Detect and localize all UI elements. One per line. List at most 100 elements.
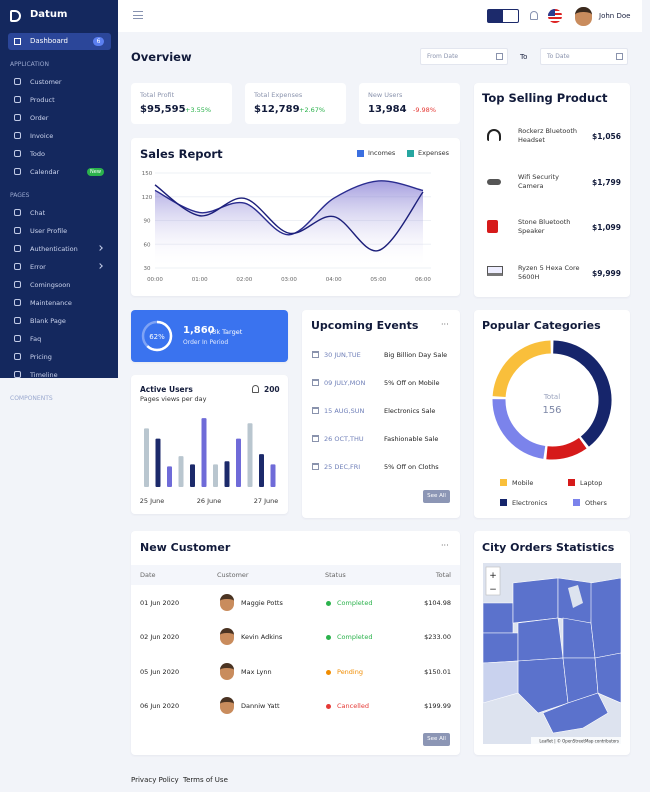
nav-item[interactable]: Customer [8, 75, 111, 89]
line [154, 180, 424, 236]
event-title: Big Billion Day Sale [384, 351, 448, 359]
nav-item[interactable]: Comingsoon [8, 278, 111, 292]
product-price: $1,056 [592, 132, 621, 141]
nav-item[interactable]: Product [8, 93, 111, 107]
event-date: 30 JUN,TUE [324, 351, 361, 359]
active-nav-item[interactable]: Dashboard 6 [8, 33, 111, 50]
calendar-icon [312, 435, 319, 442]
nav-badge: New [87, 168, 104, 176]
event-date: 09 JULY,MON [324, 379, 366, 387]
nav-item[interactable]: Calendar New [8, 165, 111, 179]
customers-card: New Customer ··· Date Customer Status Total 01… [131, 531, 460, 755]
x-tick-label: 05:00 [370, 277, 386, 283]
progress-arc [141, 320, 173, 352]
top-selling-card: Top Selling Product Rockerz Bluetooth Hea… [474, 83, 630, 297]
nav-item[interactable]: Maintenance [8, 296, 111, 310]
legend-swatch [357, 150, 364, 157]
theme-toggle[interactable] [487, 9, 519, 23]
user-name[interactable]: John Doe [599, 12, 631, 20]
footer-link[interactable]: Terms of Use [183, 776, 228, 784]
nav-item[interactable]: User Profile [8, 224, 111, 238]
sales-report-card: Sales Report Incomes Expenses 30 60 90 120 150 0… [131, 138, 460, 296]
column-header: Status [325, 571, 346, 579]
calendar-icon [312, 407, 319, 414]
menu-dots[interactable]: ··· [441, 541, 449, 550]
to-date-input[interactable]: To Date [540, 48, 628, 65]
status-dot [326, 635, 331, 641]
bar [144, 428, 149, 487]
nav-label: User Profile [30, 227, 68, 235]
nav-item[interactable]: Todo [8, 147, 111, 161]
event-title: Fashionable Sale [384, 435, 439, 443]
stat-value: 13,984 [368, 104, 407, 115]
product-image [487, 129, 501, 141]
map-region [483, 660, 519, 704]
nav-label: Product [30, 96, 55, 104]
map-region [483, 632, 519, 664]
bar [247, 423, 253, 487]
calendar-icon [616, 53, 623, 60]
stat-label: Total Profit [140, 91, 175, 99]
map-view[interactable]: + − Leaflet | © OpenStreetMap contributors [483, 563, 621, 744]
user-avatar[interactable] [575, 7, 592, 26]
x-tick-label: 01:00 [192, 277, 208, 283]
legend-swatch [568, 479, 575, 486]
map-region [542, 692, 609, 734]
product-image [487, 266, 503, 277]
lake [568, 585, 583, 608]
card-title: City Orders Statistics [482, 541, 615, 554]
menu-toggle[interactable] [133, 11, 143, 19]
see-all-button[interactable]: See All [423, 733, 450, 746]
bar [167, 466, 172, 487]
card-title: Popular Categories [482, 319, 601, 332]
nav-icon [14, 114, 21, 121]
bar [259, 454, 264, 487]
event-date: 25 DEC,FRI [324, 463, 361, 471]
x-tick-label: 00:00 [147, 277, 163, 283]
range-separator: To [520, 53, 528, 61]
nav-label: Error [30, 263, 46, 271]
x-tick-label: 27 June [254, 497, 279, 505]
legend-swatch [573, 499, 580, 506]
nav-item[interactable]: Order [8, 111, 111, 125]
language-flag[interactable] [548, 9, 562, 23]
product-name: Wifi Security Camera [518, 172, 559, 190]
bar [190, 464, 195, 487]
from-date-input[interactable]: From Date [420, 48, 508, 65]
bar [178, 456, 184, 487]
product-price: $9,999 [592, 269, 621, 279]
nav-icon [14, 245, 21, 252]
submenu-chevron [97, 263, 103, 269]
nav-item[interactable]: Timeline [8, 368, 111, 378]
cell-date: 01 Jun 2020 [140, 599, 180, 607]
see-all-button[interactable]: See All [423, 490, 450, 503]
stat-card: New Users 13,984 -9.98% [359, 83, 460, 124]
card-subtitle: Pages views per day [140, 395, 207, 403]
nav-item[interactable]: Invoice [8, 129, 111, 143]
nav-item[interactable]: Error [8, 260, 111, 274]
nav-item[interactable]: Authentication [8, 242, 111, 256]
x-tick-label: 04:00 [326, 277, 342, 283]
donut-total: 156 [542, 405, 561, 416]
notification-bell[interactable] [530, 11, 538, 20]
categories-card: Popular Categories Total 156 Electronics Lap… [474, 310, 630, 518]
nav-label: Comingsoon [30, 281, 71, 289]
cell-date: 02 Jun 2020 [140, 633, 180, 642]
nav-item[interactable]: Pricing [8, 350, 111, 364]
footer-link[interactable]: Privacy Policy [131, 776, 179, 784]
nav-label: Todo [30, 150, 45, 158]
menu-dots[interactable]: ··· [441, 320, 449, 329]
product-image [487, 178, 501, 185]
zoom-in[interactable]: + [489, 571, 497, 581]
nav-item[interactable]: Faq [8, 332, 111, 346]
cell-customer: Maggie Potts [241, 599, 283, 607]
bar [201, 418, 207, 487]
column-header: Date [140, 571, 156, 579]
calendar-icon [312, 463, 319, 470]
nav-item[interactable]: Blank Page [8, 314, 111, 328]
nav-item[interactable]: Chat [8, 206, 111, 220]
table-header [131, 565, 460, 585]
nav-label: Pricing [30, 353, 52, 361]
zoom-out[interactable]: − [489, 585, 497, 595]
